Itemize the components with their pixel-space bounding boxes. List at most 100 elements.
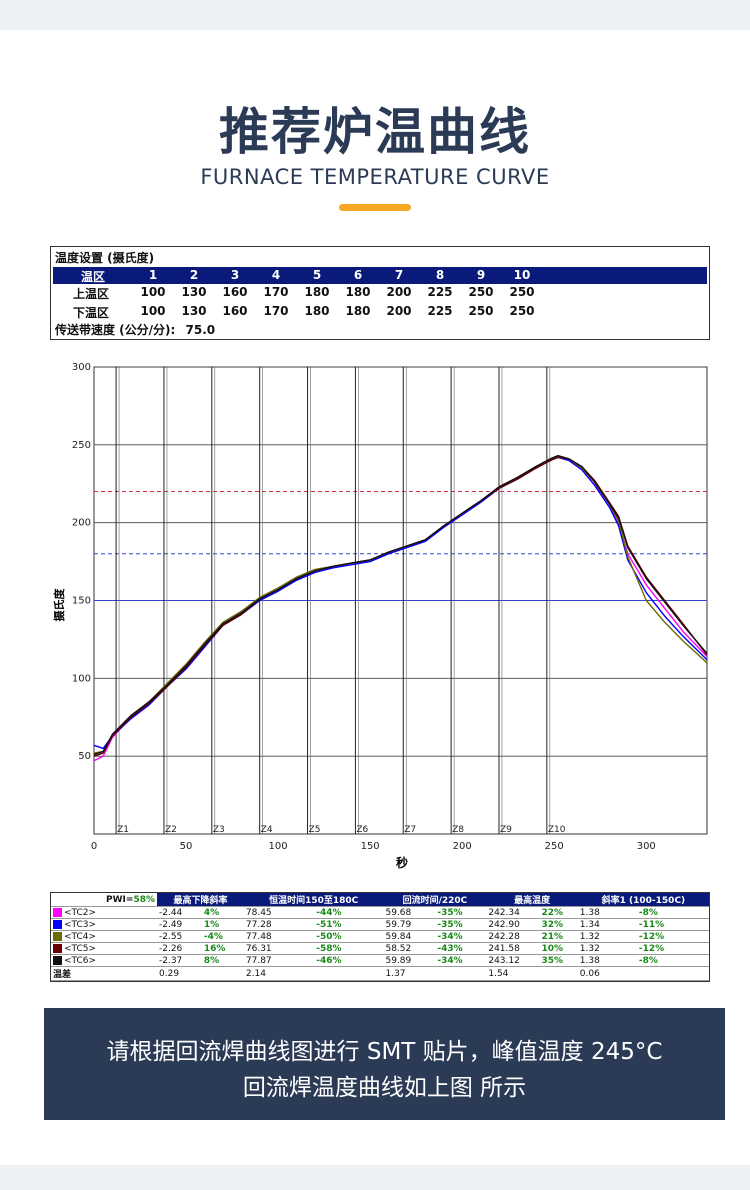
zone-cell: 3	[230, 268, 240, 282]
zone-label: Z3	[213, 825, 225, 835]
conveyor-speed: 传送带速度 (公分/分): 75.0	[55, 321, 215, 338]
page-title: 推荐炉温曲线	[219, 103, 531, 161]
lower-cell: 180	[304, 304, 330, 318]
lower-cell: 200	[386, 304, 412, 318]
value-cell: 78.45	[243, 906, 315, 919]
x-tick-label: 100	[269, 841, 288, 852]
results-row: <TC4> -2.55 -4% 77.48 -50% 59.84 -34% 242.28 21%…	[51, 930, 709, 943]
percent-cell: -35%	[435, 906, 487, 919]
lower-cell: 170	[263, 304, 289, 318]
temperature-settings-table: 温度设置 (摄氏度) 温区 1 2 3 4 5 6 7 8 9 10 上温区 1…	[50, 246, 710, 340]
x-tick-label: 150	[361, 841, 380, 852]
settings-title: 温度设置 (摄氏度)	[55, 251, 155, 265]
thermocouple-name: <TC3>	[64, 919, 97, 930]
series-swatch	[53, 955, 62, 965]
zone-label: Z4	[261, 825, 273, 835]
zone-cell: 1	[148, 268, 158, 282]
upper-cell: 170	[263, 285, 289, 299]
zone-label: Z6	[356, 825, 368, 835]
percent-cell: 16%	[201, 942, 244, 955]
value-cell: 59.84	[383, 930, 436, 943]
percent-cell: -58%	[314, 942, 384, 955]
zone-label: Z5	[309, 825, 321, 835]
upper-cell: 130	[181, 285, 207, 299]
percent-cell: -51%	[314, 918, 384, 931]
series-line	[93, 455, 708, 756]
value-cell: 77.28	[243, 918, 315, 931]
zone-cell: 8	[435, 268, 445, 282]
value-cell: 243.12	[486, 954, 540, 967]
upper-cell: 100	[140, 285, 166, 299]
value-cell: -2.26	[157, 942, 202, 955]
chart-svg: Z1 Z2 Z3 Z4 Z5 Z6 Z7 Z8 Z9 Z10 50 100 150 200 250 300 0…	[49, 356, 711, 873]
zone-label: Z8	[452, 825, 464, 835]
y-tick-label: 150	[72, 596, 91, 607]
profile-results-table: PWI=58% 最高下降斜率 恒温时间150至180C 回流时间/220C 最高…	[50, 892, 710, 982]
zone-cell: 10	[513, 268, 531, 282]
value-cell: 1.34	[577, 918, 637, 931]
bottom-band	[0, 1165, 750, 1190]
diff-label: 温差	[51, 966, 157, 981]
series-swatch	[53, 907, 62, 917]
value-cell: -2.44	[157, 906, 202, 919]
upper-cell: 225	[427, 285, 453, 299]
thermocouple-name: <TC6>	[64, 955, 97, 966]
note-line-1: 请根据回流焊曲线图进行 SMT 贴片，峰值温度 245°C	[106, 1039, 663, 1065]
diff-cell: 1.54	[486, 966, 540, 981]
value-cell: 76.31	[243, 942, 315, 955]
zone-label: 温区	[81, 270, 106, 284]
series-swatch	[53, 943, 62, 953]
percent-cell: 35%	[539, 954, 578, 967]
diff-cell: 1.37	[383, 966, 436, 981]
temperature-chart: Z1 Z2 Z3 Z4 Z5 Z6 Z7 Z8 Z9 Z10 50 100 150 200 250 300 0…	[49, 356, 711, 873]
series-line	[93, 456, 708, 750]
upper-cell: 200	[386, 285, 412, 299]
diff-cell: 0.06	[577, 966, 637, 981]
percent-cell: -43%	[435, 942, 487, 955]
lower-cell: 225	[427, 304, 453, 318]
diff-cell: 0.29	[157, 966, 202, 981]
value-cell: 1.32	[577, 942, 637, 955]
results-row: <TC2> -2.44 4% 78.45 -44% 59.68 -35% 242.34 22% 1…	[51, 906, 709, 919]
percent-cell: 21%	[539, 930, 578, 943]
upper-cell: 250	[509, 285, 535, 299]
upper-label: 上温区	[73, 287, 110, 301]
series-swatch	[53, 931, 62, 941]
upper-zone-row: 上温区 100 130 160 170 180 180 200 225 250 …	[53, 284, 707, 301]
lower-cell: 250	[468, 304, 494, 318]
zone-header-row: 温区 1 2 3 4 5 6 7 8 9 10	[53, 267, 707, 284]
header-cell: 斜率1 (100-150C)	[577, 893, 709, 907]
value-cell: 241.58	[486, 942, 540, 955]
lower-cell: 160	[222, 304, 248, 318]
percent-cell: 22%	[539, 906, 578, 919]
value-cell: 242.34	[486, 906, 540, 919]
percent-cell: -4%	[201, 930, 244, 943]
top-band	[0, 0, 750, 30]
lower-zone-row: 下温区 100 130 160 170 180 180 200 225 250 …	[53, 303, 707, 320]
zone-label: Z7	[404, 825, 416, 835]
x-tick-label: 0	[91, 841, 97, 852]
percent-cell: -46%	[314, 954, 384, 967]
value-cell: 242.90	[486, 918, 540, 931]
percent-cell: -12%	[636, 942, 709, 955]
percent-cell: 10%	[539, 942, 578, 955]
header-cell: 最高下降斜率	[157, 893, 244, 907]
value-cell: 1.38	[577, 954, 637, 967]
percent-cell: -12%	[636, 930, 709, 943]
value-cell: 77.48	[243, 930, 315, 943]
x-tick-label: 300	[637, 841, 656, 852]
percent-cell: -8%	[636, 954, 709, 967]
thermocouple-name: <TC2>	[64, 907, 97, 918]
lower-cell: 100	[140, 304, 166, 318]
percent-cell: -50%	[314, 930, 384, 943]
lower-cell: 250	[509, 304, 535, 318]
percent-cell: -34%	[435, 930, 487, 943]
y-tick-label: 250	[72, 440, 91, 451]
value-cell: 58.52	[383, 942, 436, 955]
upper-cell: 180	[304, 285, 330, 299]
upper-cell: 250	[468, 285, 494, 299]
value-cell: 59.79	[383, 918, 436, 931]
value-cell: 77.87	[243, 954, 315, 967]
value-cell: 1.32	[577, 930, 637, 943]
pwi-label: PWI=	[106, 894, 134, 905]
